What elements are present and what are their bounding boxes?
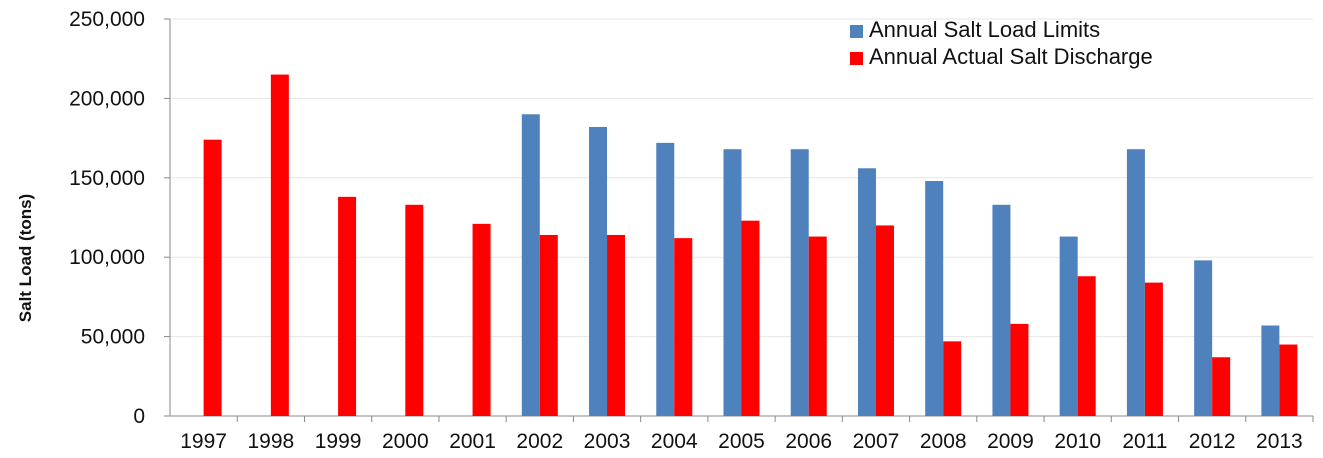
legend-swatch <box>850 52 863 65</box>
bar-discharge-2009 <box>1010 323 1029 416</box>
bar-discharge-2003 <box>607 234 626 416</box>
bar-discharge-2010 <box>1077 276 1096 416</box>
bar-discharge-2012 <box>1212 357 1231 416</box>
y-tick-label: 250,000 <box>69 8 145 31</box>
x-tick-label: 2005 <box>718 430 765 453</box>
bar-limit-2006 <box>790 149 809 416</box>
legend-label: Annual Salt Load Limits <box>869 17 1100 42</box>
bar-limit-2011 <box>1126 149 1145 416</box>
x-tick-label: 2009 <box>987 430 1034 453</box>
bar-discharge-2001 <box>472 223 491 416</box>
bar-limit-2003 <box>589 126 608 416</box>
bar-discharge-2004 <box>674 238 693 416</box>
bar-discharge-2008 <box>943 341 962 416</box>
x-tick-label: 2012 <box>1189 430 1236 453</box>
tick-labels: 0 50,000 100,000 150,000 200,000 250,000 1997 1… <box>69 8 1303 453</box>
legend-swatch <box>850 25 863 38</box>
x-tick-label: 2010 <box>1054 430 1101 453</box>
x-tick-label: 2004 <box>651 430 698 453</box>
x-tick-label: 2000 <box>382 430 429 453</box>
bar-discharge-1998 <box>270 74 289 416</box>
bar-limit-2013 <box>1261 325 1280 416</box>
x-tick-label: 2013 <box>1256 430 1303 453</box>
y-tick-label: 150,000 <box>69 167 145 190</box>
x-tick-label: 2006 <box>785 430 832 453</box>
bar-limit-2012 <box>1194 260 1213 416</box>
bar-discharge-2000 <box>405 204 424 416</box>
x-tick-label: 1998 <box>247 430 294 453</box>
y-tick-label: 200,000 <box>69 87 145 110</box>
bar-limit-2008 <box>925 180 944 416</box>
x-tick-label: 2002 <box>516 430 563 453</box>
x-tick-label: 2007 <box>853 430 900 453</box>
bar-discharge-2011 <box>1144 282 1163 416</box>
y-axis-title: Salt Load (tons) <box>16 194 35 322</box>
x-tick-label: 2003 <box>584 430 631 453</box>
x-tick-label: 1999 <box>315 430 362 453</box>
bar-discharge-2006 <box>808 236 827 416</box>
y-tick-label: 0 <box>133 405 145 428</box>
bar-discharge-2002 <box>539 234 558 416</box>
legend-label: Annual Actual Salt Discharge <box>869 44 1153 69</box>
bar-limit-2004 <box>656 142 675 416</box>
bar-discharge-2007 <box>875 225 894 416</box>
bar-limit-2010 <box>1059 236 1078 416</box>
bar-discharge-2013 <box>1279 344 1298 416</box>
bar-limit-2009 <box>992 204 1011 416</box>
bar-limit-2002 <box>521 114 540 416</box>
x-tick-label: 2001 <box>449 430 496 453</box>
bar-discharge-1999 <box>338 196 357 416</box>
y-tick-label: 50,000 <box>81 326 145 349</box>
bar-discharge-2005 <box>741 220 760 416</box>
x-tick-label: 2011 <box>1122 430 1167 453</box>
bar-limit-2007 <box>857 168 876 416</box>
bar-limit-2005 <box>723 149 742 416</box>
x-tick-label: 1997 <box>180 430 227 453</box>
bars <box>203 74 1298 417</box>
bar-discharge-1997 <box>203 139 222 417</box>
x-tick-label: 2008 <box>920 430 967 453</box>
y-tick-label: 100,000 <box>69 246 145 269</box>
